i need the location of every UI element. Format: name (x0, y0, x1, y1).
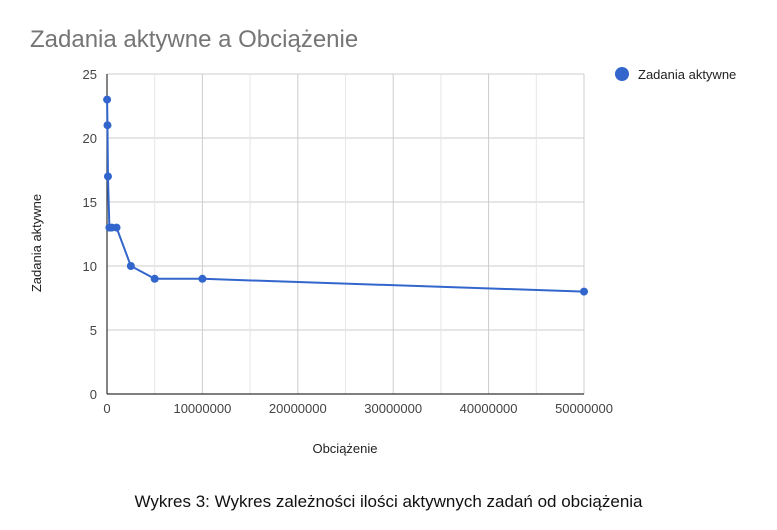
data-point (103, 95, 112, 104)
x-tick-label: 10000000 (173, 401, 231, 416)
x-tick-label: 30000000 (364, 401, 422, 416)
chart: Zadania aktywne a Obciążenie 0510152025 … (29, 26, 736, 456)
data-point (150, 274, 159, 283)
grid (107, 73, 585, 394)
legend-label: Zadania aktywne (638, 67, 736, 82)
data-point (103, 172, 112, 181)
y-tick-label: 15 (83, 195, 97, 210)
data-point (580, 287, 588, 296)
y-tick-label: 5 (90, 323, 97, 338)
x-tick-label: 50000000 (555, 401, 613, 416)
data-point (198, 274, 207, 283)
data-point (112, 223, 121, 232)
y-tick-label: 25 (83, 67, 97, 82)
series-layer (103, 95, 588, 296)
y-axis-label: Zadania aktywne (29, 194, 44, 292)
y-tick-label: 0 (90, 387, 97, 402)
x-tick-labels: 0 10000000 20000000 30000000 40000000 5000000… (103, 401, 613, 416)
x-axis-label: Obciążenie (312, 441, 377, 456)
y-tick-label: 20 (83, 131, 97, 146)
data-point (103, 121, 112, 130)
legend: Zadania aktywne (615, 67, 736, 82)
x-tick-label: 0 (103, 401, 110, 416)
legend-marker (615, 67, 629, 81)
chart-title: Zadania aktywne a Obciążenie (30, 26, 358, 53)
x-tick-label: 20000000 (269, 401, 327, 416)
data-point (126, 262, 135, 270)
y-tick-label: 10 (83, 259, 97, 274)
x-tick-label: 40000000 (460, 401, 518, 416)
y-tick-labels: 0 5 10 15 20 25 (83, 67, 97, 402)
figure-caption: Wykres 3: Wykres zależności ilości aktyw… (134, 492, 643, 511)
